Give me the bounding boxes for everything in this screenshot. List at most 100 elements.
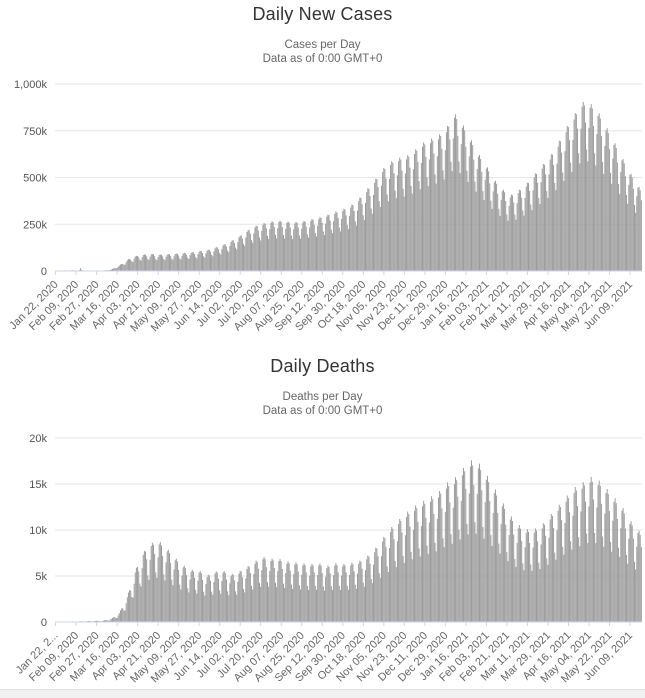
bar[interactable] bbox=[409, 526, 411, 622]
bar[interactable] bbox=[574, 112, 576, 272]
bar[interactable] bbox=[181, 255, 183, 271]
bar[interactable] bbox=[392, 528, 394, 622]
bar[interactable] bbox=[125, 262, 127, 271]
bar[interactable] bbox=[306, 585, 308, 622]
bar[interactable] bbox=[288, 563, 290, 622]
bar[interactable] bbox=[241, 238, 243, 271]
bar[interactable] bbox=[230, 241, 232, 271]
bar[interactable] bbox=[379, 577, 381, 622]
bar[interactable] bbox=[472, 465, 474, 622]
bar[interactable] bbox=[590, 103, 592, 272]
bar[interactable] bbox=[583, 485, 585, 622]
bar[interactable] bbox=[575, 114, 577, 271]
bar[interactable] bbox=[174, 560, 176, 622]
bar[interactable] bbox=[338, 227, 340, 271]
bar[interactable] bbox=[585, 501, 586, 622]
bar[interactable] bbox=[599, 485, 601, 622]
bar[interactable] bbox=[369, 195, 371, 271]
bar[interactable] bbox=[623, 513, 625, 622]
bar[interactable] bbox=[530, 564, 532, 622]
bar[interactable] bbox=[174, 254, 176, 271]
bar[interactable] bbox=[417, 162, 419, 271]
bar[interactable] bbox=[452, 138, 454, 272]
bar[interactable] bbox=[331, 233, 333, 271]
bar[interactable] bbox=[204, 257, 206, 271]
bar[interactable] bbox=[536, 174, 537, 271]
bar[interactable] bbox=[458, 161, 460, 271]
bar[interactable] bbox=[598, 113, 600, 271]
bar[interactable] bbox=[481, 171, 483, 271]
bar[interactable] bbox=[564, 151, 566, 271]
bar[interactable] bbox=[471, 460, 472, 622]
bar[interactable] bbox=[607, 133, 609, 271]
bar[interactable] bbox=[477, 468, 479, 622]
bar[interactable] bbox=[408, 514, 410, 622]
bar[interactable] bbox=[289, 227, 291, 271]
bar[interactable] bbox=[410, 185, 412, 271]
bar[interactable] bbox=[432, 499, 434, 622]
bar[interactable] bbox=[422, 506, 423, 622]
bar[interactable] bbox=[236, 249, 238, 271]
bar[interactable] bbox=[349, 215, 351, 271]
bar[interactable] bbox=[133, 583, 135, 622]
bar[interactable] bbox=[505, 201, 507, 271]
bar[interactable] bbox=[508, 535, 510, 622]
bar[interactable] bbox=[354, 221, 356, 271]
bar[interactable] bbox=[479, 463, 480, 622]
bar[interactable] bbox=[490, 535, 492, 622]
bar[interactable] bbox=[211, 591, 213, 622]
bar[interactable] bbox=[122, 608, 124, 622]
bar[interactable] bbox=[130, 590, 132, 622]
bar[interactable] bbox=[516, 542, 518, 622]
bar[interactable] bbox=[390, 531, 392, 622]
bar[interactable] bbox=[496, 495, 498, 622]
bar[interactable] bbox=[252, 242, 254, 271]
bar[interactable] bbox=[533, 177, 535, 271]
bar[interactable] bbox=[512, 195, 514, 271]
bar[interactable] bbox=[493, 182, 495, 271]
bar[interactable] bbox=[114, 268, 116, 271]
bar[interactable] bbox=[247, 566, 249, 622]
bar[interactable] bbox=[333, 221, 335, 271]
bar[interactable] bbox=[537, 541, 539, 622]
bar[interactable] bbox=[420, 526, 422, 622]
bar[interactable] bbox=[280, 221, 282, 271]
bar[interactable] bbox=[172, 585, 174, 622]
bar[interactable] bbox=[216, 247, 218, 271]
bar[interactable] bbox=[321, 222, 323, 271]
bar[interactable] bbox=[530, 204, 532, 271]
bar[interactable] bbox=[448, 485, 450, 622]
bar[interactable] bbox=[400, 520, 402, 622]
bar[interactable] bbox=[225, 246, 227, 271]
bar[interactable] bbox=[458, 529, 460, 622]
bar[interactable] bbox=[451, 171, 453, 271]
bar[interactable] bbox=[366, 192, 368, 271]
bar[interactable] bbox=[419, 189, 421, 271]
bar[interactable] bbox=[140, 260, 142, 271]
bar[interactable] bbox=[603, 174, 605, 271]
bar[interactable] bbox=[276, 238, 278, 271]
bar[interactable] bbox=[267, 582, 268, 622]
bar[interactable] bbox=[425, 517, 427, 622]
bar[interactable] bbox=[129, 589, 131, 622]
bar[interactable] bbox=[428, 522, 430, 622]
bar[interactable] bbox=[632, 188, 634, 271]
bar[interactable] bbox=[382, 541, 384, 622]
bar[interactable] bbox=[305, 572, 307, 622]
bar[interactable] bbox=[491, 545, 493, 622]
bar[interactable] bbox=[308, 237, 310, 271]
bar[interactable] bbox=[214, 248, 216, 271]
bar[interactable] bbox=[192, 252, 194, 271]
bar[interactable] bbox=[252, 589, 254, 622]
bar[interactable] bbox=[455, 477, 457, 622]
bar[interactable] bbox=[480, 158, 482, 271]
bar[interactable] bbox=[217, 249, 219, 271]
bar[interactable] bbox=[312, 219, 314, 271]
bar[interactable] bbox=[637, 187, 639, 271]
bar[interactable] bbox=[153, 254, 154, 271]
bar[interactable] bbox=[187, 588, 189, 622]
bar[interactable] bbox=[295, 562, 297, 622]
bar[interactable] bbox=[161, 254, 162, 271]
bar[interactable] bbox=[159, 254, 161, 271]
bar[interactable] bbox=[573, 119, 575, 271]
